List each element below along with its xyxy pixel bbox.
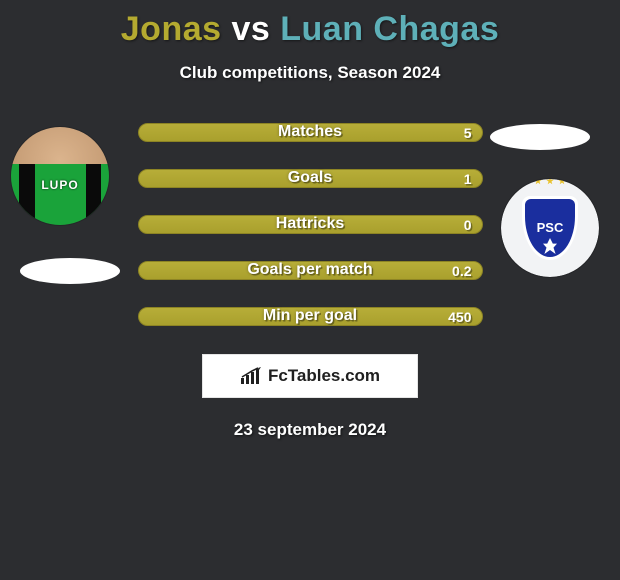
jersey-stripe-right [86,164,102,225]
star-icon [534,178,542,185]
stat-bar: Hattricks 0 [138,215,483,234]
stat-label: Matches [278,123,342,141]
player2-crest: PSC [500,178,600,278]
title-player2: Luan Chagas [280,10,499,48]
club-crest: PSC [501,179,599,277]
subtitle: Club competitions, Season 2024 [0,63,620,83]
stat-bars: Matches 5 Goals 1 Hattricks 0 [138,123,483,326]
player1-skin [11,127,109,164]
title-vs: vs [222,10,281,48]
jersey-stripe-left [19,164,35,225]
infographic-root: Jonas vs Luan Chagas Club competitions, … [0,0,620,580]
player2-flag [490,124,590,150]
player1-shirt: LUPO [11,164,109,225]
date-text: 23 september 2024 [0,420,620,440]
stat-label: Goals per match [247,261,372,279]
crest-stars [534,178,566,185]
stat-bar: Goals 1 [138,169,483,188]
stat-value-right: 5 [454,125,482,141]
stat-bar: Min per goal 450 [138,307,483,326]
jersey-brand-text: LUPO [41,178,78,192]
crest-letters: PSC [537,221,564,235]
bar-chart-icon [240,367,262,385]
star-icon [558,178,566,185]
stat-label: Hattricks [276,215,344,233]
stat-label: Goals [288,169,332,187]
player1-jersey: LUPO [11,127,109,225]
attribution-text: FcTables.com [268,366,380,386]
stat-value-right: 1 [454,171,482,187]
player1-flag [20,258,120,284]
star-icon [546,178,554,185]
content: Jonas vs Luan Chagas Club competitions, … [0,0,620,580]
stat-value-right: 450 [438,309,481,325]
stat-value-right: 0.2 [442,263,481,279]
stat-label: Min per goal [263,307,357,325]
title-player1: Jonas [121,10,222,48]
attribution-box: FcTables.com [202,354,418,398]
stat-bar: Goals per match 0.2 [138,261,483,280]
stat-bar: Matches 5 [138,123,483,142]
stat-value-right: 0 [454,217,482,233]
player1-avatar: LUPO [10,126,110,226]
comparison-title: Jonas vs Luan Chagas [0,10,620,49]
